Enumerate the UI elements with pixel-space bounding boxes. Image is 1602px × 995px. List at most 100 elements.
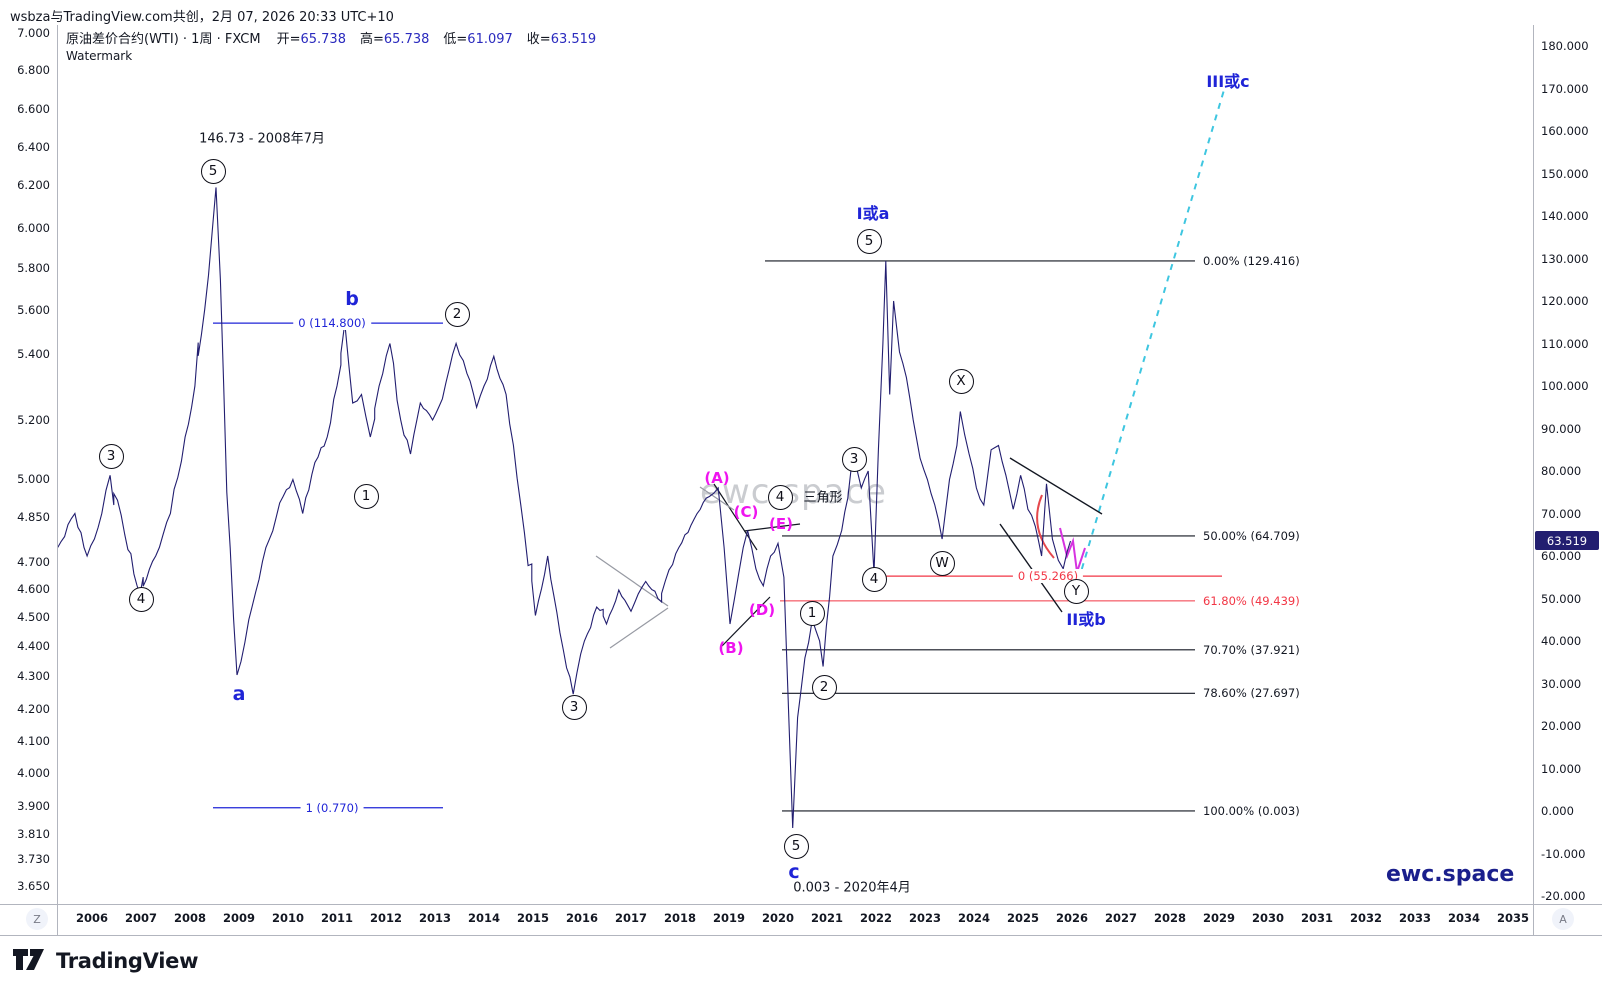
auto-scale-pill-a[interactable]: A bbox=[1552, 908, 1574, 930]
right-axis-label: 120.000 bbox=[1541, 294, 1589, 308]
right-axis-label: 100.000 bbox=[1541, 379, 1589, 393]
time-axis-separator[interactable] bbox=[0, 904, 1602, 905]
trendline[interactable] bbox=[1009, 457, 1103, 515]
trendline[interactable] bbox=[999, 523, 1063, 613]
left-axis-label: 4.300 bbox=[17, 669, 50, 683]
wave-text-label[interactable]: (E) bbox=[769, 515, 793, 533]
x-axis-year-label: 2029 bbox=[1202, 911, 1235, 925]
timezone-pill-z[interactable]: Z bbox=[26, 908, 48, 930]
x-axis-year-label: 2016 bbox=[565, 911, 598, 925]
right-axis-label: 60.000 bbox=[1541, 549, 1582, 563]
wave-text-label[interactable]: (C) bbox=[733, 503, 759, 521]
x-axis-year-label: 2030 bbox=[1251, 911, 1284, 925]
right-axis-label: 90.000 bbox=[1541, 421, 1582, 436]
x-axis-year-label: 2014 bbox=[467, 911, 500, 925]
wave-text-label[interactable]: III或c bbox=[1206, 72, 1250, 91]
annotation-curve[interactable] bbox=[1059, 527, 1086, 573]
x-axis-year-label: 2013 bbox=[418, 911, 451, 925]
right-axis-label: 70.000 bbox=[1541, 506, 1582, 521]
indicator-legend-watermark[interactable]: Watermark bbox=[66, 49, 133, 63]
x-axis-year-label: 2034 bbox=[1447, 911, 1480, 925]
right-axis-label: -10.000 bbox=[1541, 846, 1586, 861]
wave-text-label[interactable]: (D) bbox=[748, 601, 776, 619]
wave-circle-label-3[interactable]: 3 bbox=[98, 443, 124, 469]
wave-circle-label-Y[interactable]: Y bbox=[1063, 578, 1089, 604]
wave-text-label[interactable]: 0.003 - 2020年4月 bbox=[793, 880, 911, 896]
x-axis-year-label: 2035 bbox=[1496, 911, 1529, 925]
wave-text-label[interactable]: 三角形 bbox=[803, 490, 843, 506]
symbol-title[interactable]: 原油差价合约(WTI) · 1周 · FXCM bbox=[66, 32, 261, 47]
wave-circle-label-5[interactable]: 5 bbox=[200, 158, 226, 184]
last-price-badge: 63.519 bbox=[1535, 531, 1599, 550]
price-series-wti-weekly[interactable] bbox=[57, 187, 1072, 829]
left-axis-label: 3.730 bbox=[17, 852, 50, 866]
wave-circle-label-5[interactable]: 5 bbox=[783, 833, 809, 859]
fib-level-label[interactable]: 78.60% (27.697) bbox=[1203, 686, 1300, 701]
tradingview-logo-icon bbox=[13, 949, 44, 970]
x-axis-year-label: 2018 bbox=[663, 911, 696, 925]
wave-circle-label-3[interactable]: 3 bbox=[841, 446, 867, 472]
trendline[interactable] bbox=[743, 523, 801, 532]
wave-text-label[interactable]: b bbox=[345, 288, 359, 310]
left-axis-label: 4.400 bbox=[17, 639, 50, 653]
wave-circle-label-4[interactable]: 4 bbox=[767, 484, 793, 510]
right-axis-label: 20.000 bbox=[1541, 719, 1582, 733]
fib-level-label[interactable]: 70.70% (37.921) bbox=[1203, 642, 1300, 657]
right-axis-label: 30.000 bbox=[1541, 676, 1582, 691]
trendline[interactable] bbox=[595, 555, 669, 607]
x-axis-year-label: 2031 bbox=[1300, 911, 1333, 925]
left-axis-label: 4.100 bbox=[17, 734, 50, 748]
x-axis-year-label: 2007 bbox=[124, 911, 157, 925]
wave-circle-label-1[interactable]: 1 bbox=[799, 600, 825, 626]
wave-text-label[interactable]: I或a bbox=[856, 204, 890, 223]
fib-level-label[interactable]: 50.00% (64.709) bbox=[1203, 528, 1300, 543]
annotation-curve[interactable] bbox=[1036, 494, 1055, 559]
x-axis-year-label: 2008 bbox=[173, 911, 206, 925]
right-axis-label: 130.000 bbox=[1541, 251, 1589, 266]
fib-level-label[interactable]: 0.00% (129.416) bbox=[1203, 253, 1300, 268]
fib-level-label[interactable]: 61.80% (49.439) bbox=[1203, 593, 1300, 608]
left-axis-label: 4.850 bbox=[17, 510, 50, 524]
left-axis-label: 5.600 bbox=[17, 303, 50, 317]
wave-circle-label-2[interactable]: 2 bbox=[811, 674, 837, 700]
wave-circle-label-3[interactable]: 3 bbox=[561, 694, 587, 720]
trendline[interactable] bbox=[699, 486, 735, 511]
wave-circle-label-5[interactable]: 5 bbox=[856, 228, 882, 254]
wave-circle-label-4[interactable]: 4 bbox=[861, 566, 887, 592]
x-axis-year-label: 2009 bbox=[222, 911, 255, 925]
left-axis-label: 3.900 bbox=[17, 799, 50, 813]
ewc-space-brand-corner: ewc.space bbox=[1386, 862, 1515, 887]
left-axis-label: 5.200 bbox=[17, 413, 50, 427]
share-attribution-line: wsbza与TradingView.com共创，2月 07, 2026 20:3… bbox=[10, 10, 394, 25]
trendline[interactable] bbox=[721, 596, 771, 647]
wave-text-label[interactable]: (B) bbox=[718, 639, 744, 657]
x-axis-year-label: 2022 bbox=[859, 911, 892, 925]
x-axis-year-label: 2021 bbox=[810, 911, 843, 925]
wave-circle-label-X[interactable]: X bbox=[948, 368, 974, 394]
wave-text-label[interactable]: (A) bbox=[704, 469, 730, 487]
x-axis-year-label: 2006 bbox=[75, 911, 108, 925]
left-axis-label: 5.000 bbox=[17, 472, 50, 486]
trendline[interactable] bbox=[1074, 89, 1225, 593]
fib-level-label[interactable]: 100.00% (0.003) bbox=[1203, 803, 1300, 818]
tradingview-footer[interactable]: TradingView bbox=[12, 946, 198, 976]
wave-text-label[interactable]: a bbox=[232, 683, 246, 705]
left-axis-label: 4.600 bbox=[17, 582, 50, 596]
wave-text-label[interactable]: 146.73 - 2008年7月 bbox=[199, 131, 325, 147]
right-axis-label: 140.000 bbox=[1541, 209, 1589, 223]
trendline[interactable] bbox=[609, 607, 669, 649]
wave-text-label[interactable]: II或b bbox=[1066, 610, 1106, 629]
fib-inline-label[interactable]: 0 (55.266) bbox=[1012, 569, 1084, 584]
wave-circle-label-2[interactable]: 2 bbox=[444, 301, 470, 327]
fib-inline-label[interactable]: 0 (114.800) bbox=[293, 316, 371, 331]
ohlc-item-收: 收=63.519 bbox=[526, 32, 597, 47]
right-axis-label: 150.000 bbox=[1541, 166, 1589, 181]
x-axis-year-label: 2032 bbox=[1349, 911, 1382, 925]
fib-inline-label[interactable]: 1 (0.770) bbox=[300, 800, 364, 815]
x-axis-year-label: 2010 bbox=[271, 911, 304, 925]
x-axis-year-label: 2026 bbox=[1055, 911, 1088, 925]
wave-text-label[interactable]: c bbox=[788, 861, 800, 883]
wave-circle-label-1[interactable]: 1 bbox=[353, 483, 379, 509]
wave-circle-label-W[interactable]: W bbox=[929, 550, 955, 576]
wave-circle-label-4[interactable]: 4 bbox=[128, 586, 154, 612]
